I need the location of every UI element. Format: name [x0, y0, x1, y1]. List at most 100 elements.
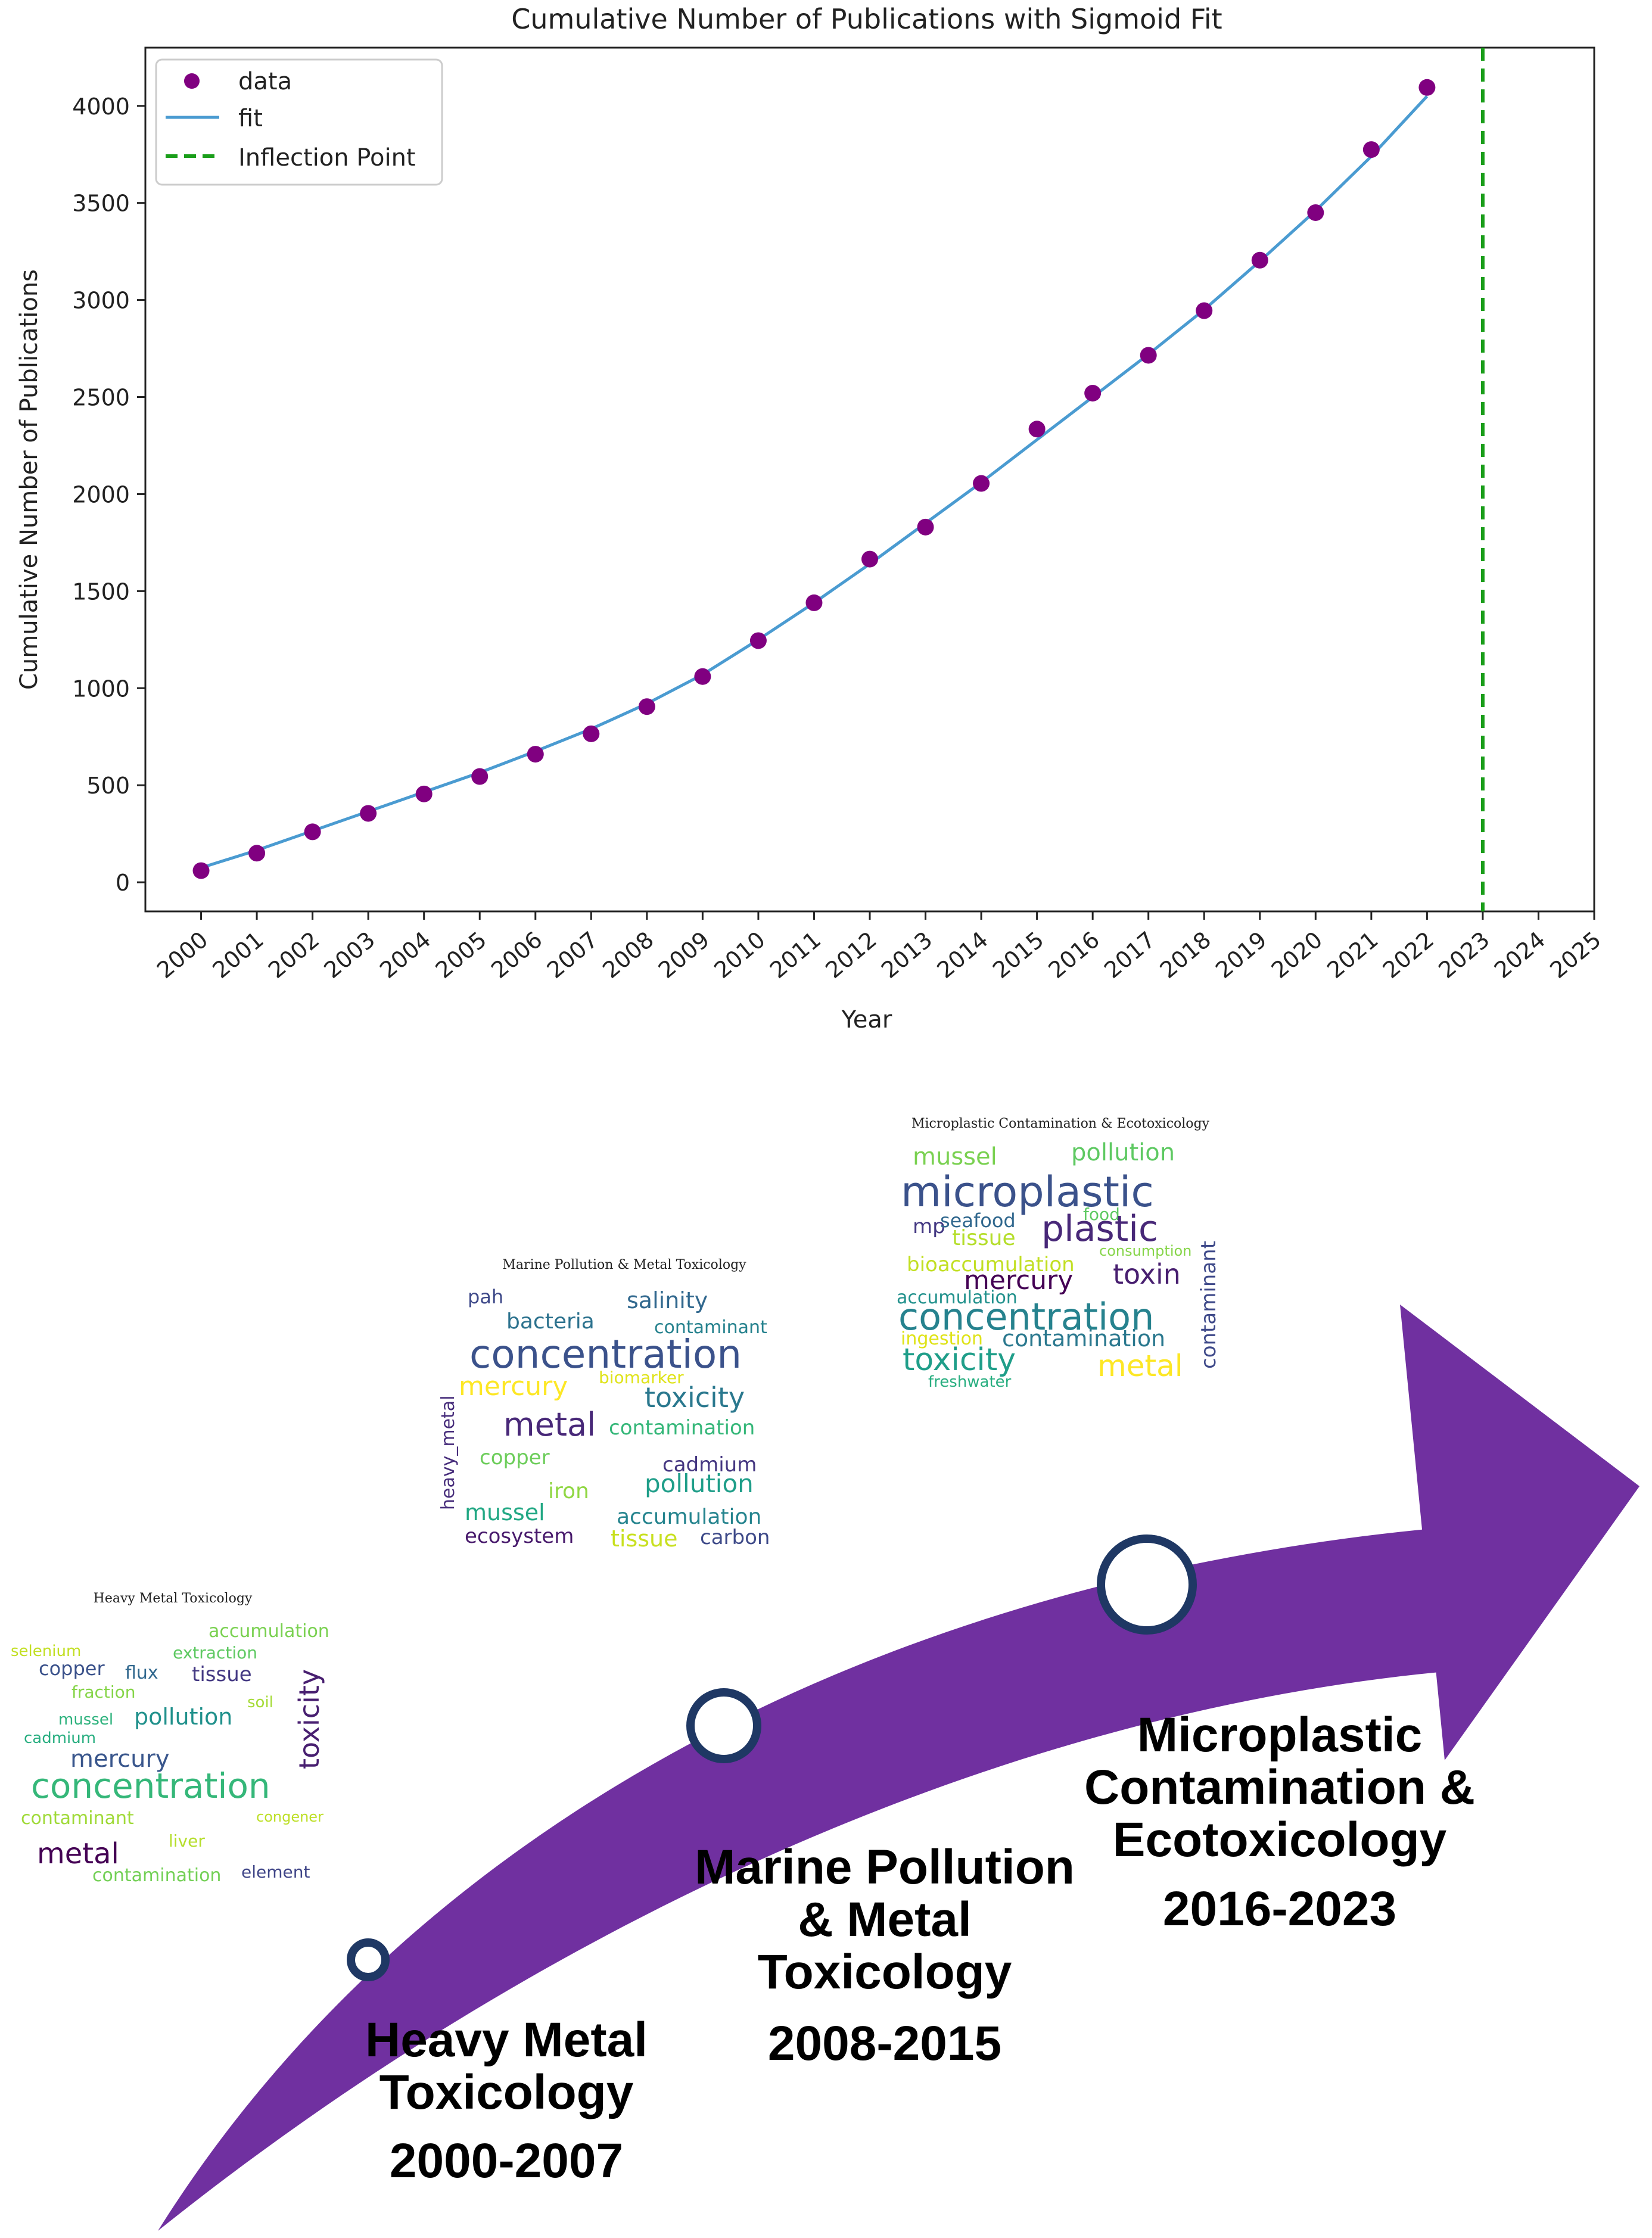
data-point [973, 475, 990, 492]
wordcloud-word: freshwater [928, 1373, 1012, 1391]
data-point [1307, 204, 1324, 221]
data-points [192, 79, 1436, 879]
stage-2-period: 2008-2015 [768, 2016, 1001, 2071]
x-tick-label: 2012 [820, 926, 881, 983]
x-tick-label: 2018 [1155, 926, 1216, 983]
data-point [917, 518, 934, 536]
wordcloud-word: iron [548, 1479, 589, 1504]
wordcloud-word: accumulation [209, 1621, 329, 1642]
x-tick-label: 2024 [1489, 926, 1550, 983]
data-point [1084, 385, 1102, 401]
stage-1-period: 2000-2007 [390, 2134, 623, 2188]
x-tick-label: 2019 [1211, 926, 1271, 983]
legend-data-label: data [238, 68, 292, 95]
wordcloud-word: element [241, 1862, 310, 1882]
wordcloud-word: concentration [898, 1295, 1154, 1339]
wordcloud-word: ingestion [901, 1328, 983, 1349]
wordcloud-heavy-metal: Heavy Metal Toxicology accumulation sele… [11, 1591, 329, 1886]
wordcloud-word: toxicity [903, 1342, 1016, 1378]
chart-title: Cumulative Number of Publications with S… [511, 3, 1222, 35]
data-point [1251, 251, 1268, 269]
y-tick-label: 3000 [72, 288, 130, 314]
data-point [1196, 302, 1213, 319]
wordcloud-word: bacteria [506, 1309, 595, 1334]
wordcloud-title: Microplastic Contamination & Ecotoxicolo… [911, 1116, 1210, 1131]
x-tick-label: 2017 [1099, 926, 1160, 983]
wordcloud-word: cadmium [662, 1453, 757, 1477]
stage-3-title-line-3: Ecotoxicology [1113, 1813, 1447, 1867]
wordcloud-word: mussel [465, 1499, 545, 1526]
wordcloud-word: tissue [952, 1226, 1016, 1250]
stage-marker-1 [347, 1938, 390, 1981]
wordcloud-word: pollution [1071, 1139, 1175, 1166]
stage-2-title-line-1: Marine Pollution [695, 1840, 1075, 1894]
x-tick-label: 2022 [1378, 926, 1439, 983]
wordcloud-word: ecosystem [465, 1524, 574, 1548]
wordcloud-word: extraction [173, 1643, 257, 1663]
wordcloud-word: pollution [645, 1469, 754, 1498]
data-point [638, 698, 655, 715]
x-tick-label: 2020 [1267, 926, 1327, 983]
wordcloud-word: flux [125, 1663, 158, 1683]
data-point [304, 823, 321, 841]
wordcloud-microplastic: Microplastic Contamination & Ecotoxicolo… [897, 1116, 1221, 1391]
wordcloud-word: contamination [92, 1865, 221, 1886]
wordcloud-word: mercury [964, 1265, 1073, 1296]
wordcloud-word: plastic [1041, 1208, 1158, 1250]
wordcloud-word: toxin [1113, 1258, 1181, 1290]
y-axis-label: Cumulative Number of Publications [15, 269, 43, 690]
y-axis: 0 500 1000 1500 2000 2500 3000 3500 4000 [72, 94, 145, 896]
data-point [694, 668, 711, 685]
publications-chart: Cumulative Number of Publications with S… [15, 3, 1606, 1034]
wordcloud-word: metal [503, 1406, 596, 1443]
data-point [805, 594, 823, 611]
wordcloud-word: concentration [31, 1766, 270, 1806]
x-tick-label: 2011 [765, 926, 826, 983]
wordcloud-word: salinity [627, 1287, 708, 1313]
data-point [583, 725, 600, 742]
stage-2-title-line-2: & Metal [798, 1893, 972, 1947]
wordcloud-word: copper [480, 1446, 550, 1470]
wordcloud-word: metal [1097, 1349, 1183, 1383]
x-tick-label: 2009 [654, 926, 714, 983]
x-axis: 2000200120022003200420052006200720082009… [152, 911, 1606, 983]
y-tick-label: 2500 [72, 385, 130, 411]
x-tick-label: 2006 [486, 926, 547, 983]
x-tick-label: 2003 [319, 926, 380, 983]
y-tick-label: 1500 [72, 578, 130, 605]
x-tick-label: 2025 [1545, 926, 1606, 983]
data-point [248, 845, 266, 862]
stage-1-title-line-2: Toxicology [379, 2065, 634, 2119]
y-tick-label: 3500 [72, 191, 130, 217]
stage-3-period: 2016-2023 [1163, 1882, 1396, 1936]
wordcloud-word: contamination [1002, 1325, 1165, 1352]
x-axis-label: Year [841, 1006, 892, 1034]
wordcloud-word: cadmium [24, 1729, 96, 1747]
plot-area [144, 46, 1595, 913]
wordcloud-word: concentration [469, 1331, 742, 1377]
wordcloud-word: biomarker [599, 1368, 684, 1387]
x-tick-label: 2015 [988, 926, 1049, 983]
legend-data-marker [184, 73, 200, 89]
wordcloud-word: microplastic [901, 1168, 1154, 1216]
y-tick-label: 500 [86, 773, 130, 799]
data-point [1418, 79, 1436, 96]
wordcloud-title: Marine Pollution & Metal Toxicology [502, 1257, 746, 1272]
wordcloud-word: mp [913, 1215, 945, 1238]
x-tick-label: 2014 [932, 926, 993, 983]
x-tick-label: 2002 [263, 926, 324, 983]
wordcloud-word: pah [468, 1285, 503, 1308]
data-point [471, 768, 489, 785]
x-tick-label: 2000 [152, 926, 213, 983]
wordcloud-word: pollution [134, 1704, 232, 1730]
wordcloud-word: contaminant [654, 1317, 767, 1338]
wordcloud-word: tissue [611, 1526, 678, 1552]
wordcloud-word: mussel [58, 1711, 113, 1729]
x-tick-label: 2023 [1433, 926, 1494, 983]
wordcloud-word: consumption [1099, 1243, 1191, 1259]
wordcloud-word: metal [37, 1837, 119, 1870]
legend-fit-label: fit [238, 105, 263, 132]
data-point [192, 862, 210, 879]
stage-marker-3 [1097, 1534, 1197, 1635]
data-point [1140, 347, 1157, 364]
